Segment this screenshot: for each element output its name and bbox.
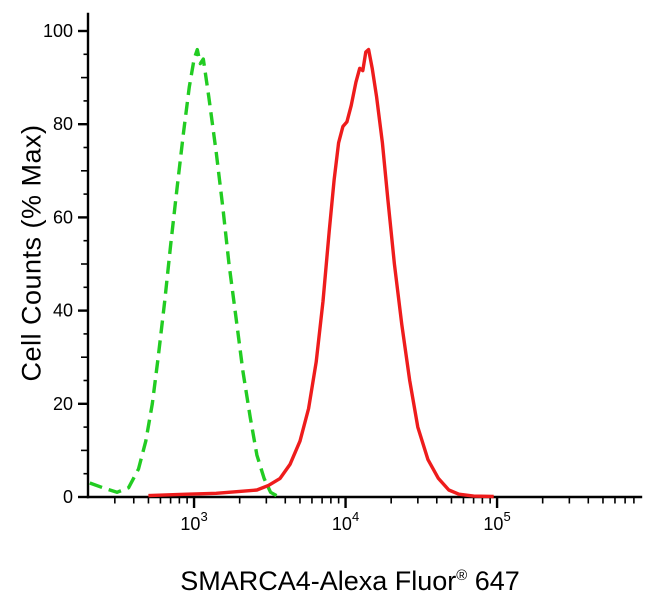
curve-smarca4-alexa-fluor-647 bbox=[148, 47, 494, 499]
y-axis-ticks bbox=[78, 29, 88, 499]
x-tick-label: 103 bbox=[180, 509, 207, 534]
y-axis-title: Cell Counts (% Max) bbox=[16, 124, 47, 382]
x-tick-label: 105 bbox=[483, 509, 510, 534]
x-tick-label: 104 bbox=[332, 509, 359, 534]
x-axis-ticks bbox=[114, 497, 635, 508]
x-axis-tick-labels: 103 104 105 bbox=[180, 509, 510, 534]
curve-control-unstained bbox=[89, 47, 278, 498]
axes bbox=[86, 12, 643, 499]
y-tick-label: 0 bbox=[63, 487, 73, 507]
x-axis-title-number: 647 bbox=[467, 566, 520, 596]
x-axis-title-text: SMARCA4-Alexa Fluor bbox=[180, 566, 457, 596]
y-axis-tick-labels: 0 20 40 60 80 100 bbox=[43, 21, 73, 507]
x-axis-title: SMARCA4-Alexa Fluor® 647 bbox=[60, 566, 640, 597]
y-tick-label: 40 bbox=[53, 301, 73, 321]
registered-trademark-icon: ® bbox=[456, 568, 468, 584]
y-tick-label: 60 bbox=[53, 207, 73, 227]
y-tick-label: 80 bbox=[53, 114, 73, 134]
y-tick-label: 100 bbox=[43, 21, 73, 41]
y-tick-label: 20 bbox=[53, 394, 73, 414]
